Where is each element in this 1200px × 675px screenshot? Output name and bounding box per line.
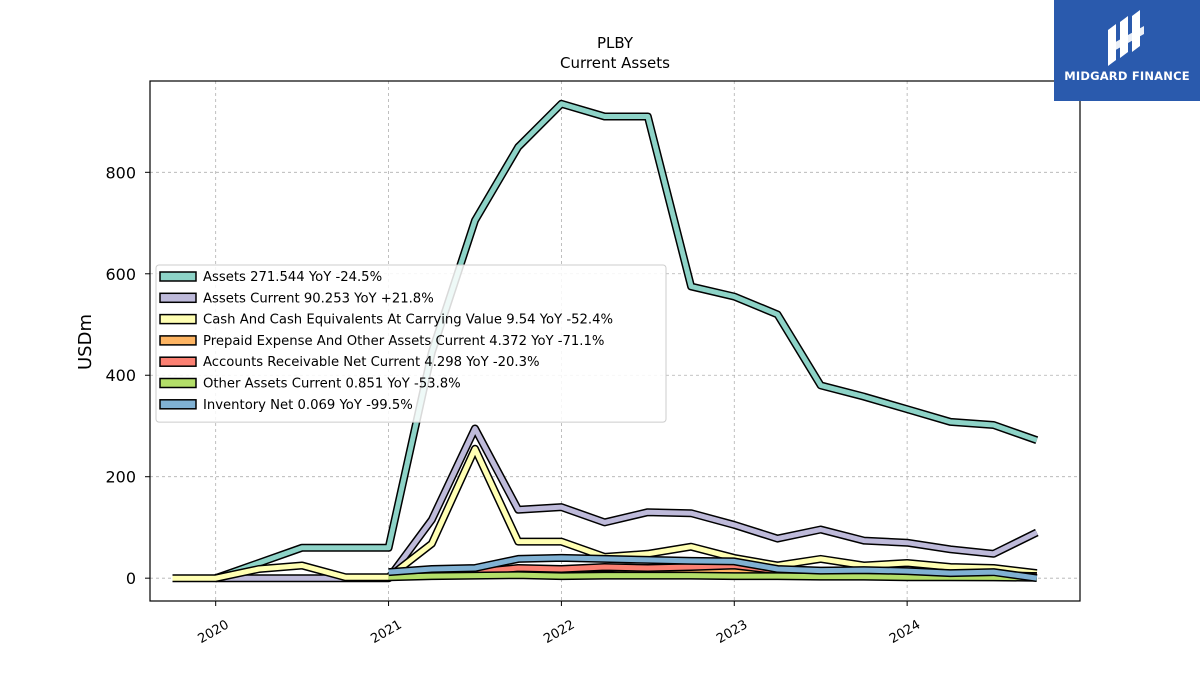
legend-swatch [159, 292, 197, 304]
y-tick-label: 400 [105, 366, 136, 385]
legend-entry: Cash And Cash Equivalents At Carrying Va… [203, 313, 613, 328]
series-line [215, 426, 1038, 581]
series-line [388, 555, 1038, 581]
legend-swatch [159, 335, 197, 346]
legend-entry: Assets 271.544 YoY -24.5% [203, 270, 382, 285]
y-tick-label: 0 [126, 569, 136, 588]
x-tick-label: 2022 [541, 617, 577, 647]
legend-swatch [159, 399, 197, 410]
y-tick-label: 600 [105, 265, 136, 284]
y-tick-label: 800 [105, 163, 136, 182]
y-tick-label: 200 [105, 468, 136, 487]
logo-brand-text: MIDGARD FINANCE [1064, 69, 1190, 83]
midgard-logo-icon [1108, 10, 1144, 66]
series-5 [388, 571, 1037, 582]
midgard-finance-logo: MIDGARD FINANCE [1054, 0, 1200, 101]
legend: Assets 271.544 YoY -24.5% Assets Current … [155, 264, 667, 423]
legend-swatch [159, 271, 197, 282]
plot-frame [149, 80, 1081, 602]
series-layer [172, 99, 1039, 583]
legend-entry: Accounts Receivable Net Current 4.298 Yo… [203, 355, 540, 370]
x-tick-label: 2021 [368, 617, 404, 647]
series-1 [215, 424, 1039, 583]
x-tick-label: 2020 [196, 617, 232, 647]
legend-entry: Inventory Net 0.069 YoY -99.5% [203, 398, 413, 413]
chart-title: PLBY [597, 34, 634, 52]
series-line [388, 572, 1037, 581]
chart-subtitle: Current Assets [560, 54, 670, 72]
series-6 [388, 553, 1038, 583]
legend-box [155, 264, 667, 423]
legend-entry: Prepaid Expense And Other Assets Current… [203, 334, 604, 349]
y-axis-label: USDm [75, 314, 96, 370]
legend-swatch [159, 313, 197, 325]
legend-swatch [159, 356, 197, 367]
legend-entry: Other Assets Current 0.851 YoY -53.8% [203, 377, 461, 392]
legend-swatch [159, 377, 197, 389]
legend-entry: Assets Current 90.253 YoY +21.8% [203, 291, 434, 306]
x-tick-label: 2024 [887, 617, 923, 647]
x-tick-label: 2023 [714, 617, 750, 647]
